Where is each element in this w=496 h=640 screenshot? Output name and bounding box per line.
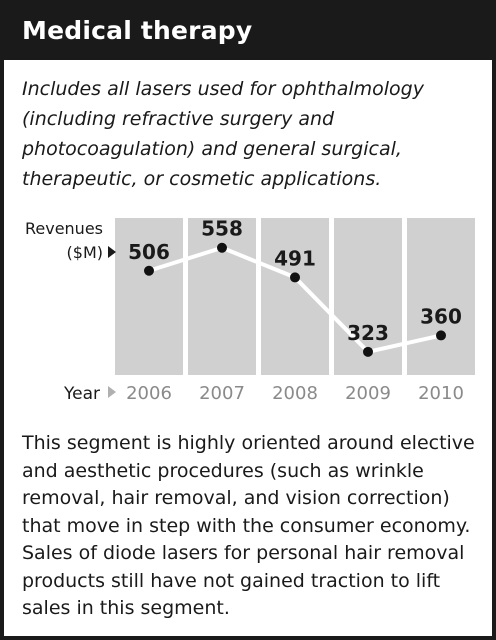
chart-panels: [115, 218, 475, 375]
x-tick-label: 2007: [199, 383, 245, 404]
data-labels: 506 558 491 323 360: [128, 217, 462, 345]
description-text: This segment is highly oriented around e…: [22, 432, 475, 619]
x-axis-label: Year: [63, 384, 100, 404]
chart-panel: [261, 218, 329, 375]
data-points: [144, 242, 446, 357]
y-axis-arrow-icon: [108, 246, 116, 258]
x-tick-label: 2009: [345, 383, 391, 404]
data-point: [217, 242, 227, 253]
x-tick-label: 2010: [418, 383, 464, 404]
chart-panel: [115, 218, 183, 375]
header-bar: Medical therapy: [4, 4, 496, 60]
chart-panel: [188, 218, 256, 375]
x-axis-arrow-icon: [108, 386, 116, 398]
x-tick-labels: 2006 2007 2008 2009 2010: [126, 383, 464, 404]
data-label: 506: [128, 240, 170, 264]
data-point: [363, 346, 373, 357]
intro-text: Includes all lasers used for ophthalmolo…: [22, 78, 424, 190]
chart-panel: [407, 218, 475, 375]
page-title: Medical therapy: [22, 16, 253, 45]
data-label: 558: [201, 217, 243, 241]
x-tick-label: 2006: [126, 383, 172, 404]
data-point: [144, 265, 154, 276]
data-label: 360: [420, 304, 462, 328]
data-point: [290, 272, 300, 283]
x-tick-label: 2008: [272, 383, 318, 404]
y-axis-label-line2: ($M): [67, 243, 103, 262]
data-label: 491: [274, 246, 316, 270]
data-label: 323: [347, 321, 389, 345]
data-point: [436, 330, 446, 341]
y-axis-label-line1: Revenues: [25, 219, 103, 238]
